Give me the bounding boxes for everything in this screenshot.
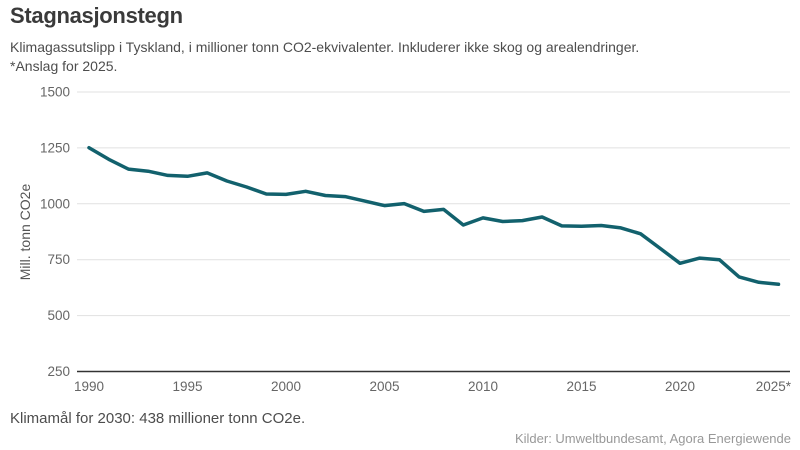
x-tick-label: 2000 (271, 379, 301, 394)
chart-subtitle: Klimagassutslipp i Tyskland, i millioner… (10, 38, 639, 76)
x-tick-label: 2010 (468, 379, 498, 394)
climate-target-note: Klimamål for 2030: 438 millioner tonn CO… (10, 410, 306, 427)
y-tick-label: 750 (47, 252, 70, 267)
page-title: Stagnasjonstegn (10, 3, 183, 28)
subtitle-line-1: Klimagassutslipp i Tyskland, i millioner… (10, 39, 640, 55)
y-tick-label: 1000 (40, 196, 70, 211)
emissions-line (87, 145, 781, 287)
y-tick-label: 1250 (40, 140, 70, 155)
x-tick-label: 2015 (566, 379, 596, 394)
subtitle-line-2: *Anslag for 2025. (10, 58, 118, 74)
x-tick-label: 1995 (172, 379, 202, 394)
x-tick-label: 2020 (665, 379, 695, 394)
y-tick-label: 250 (47, 364, 70, 379)
x-tick-label: 1990 (74, 379, 104, 394)
x-tick-label: 2005 (369, 379, 399, 394)
y-tick-label: 1500 (40, 85, 70, 100)
x-tick-label: 2025* (756, 379, 792, 394)
y-tick-label: 500 (47, 308, 70, 323)
source-credit: Kilder: Umweltbundesamt, Agora Energiewe… (514, 431, 791, 446)
